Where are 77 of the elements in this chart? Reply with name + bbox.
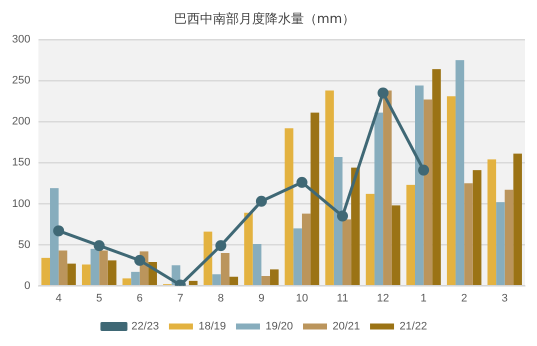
bar [90, 248, 100, 286]
bar [406, 184, 415, 286]
bar [108, 260, 116, 286]
bar [487, 159, 496, 286]
bar [270, 269, 279, 286]
bar [496, 202, 505, 286]
bar [293, 228, 302, 286]
bar [261, 276, 270, 286]
x-tick-label: 6 [136, 292, 143, 304]
point [215, 240, 226, 252]
bar [325, 90, 334, 286]
point [296, 176, 308, 188]
bar [310, 112, 320, 286]
legend-label: 18/19 [198, 320, 226, 333]
y-tick-label: 100 [12, 198, 30, 210]
bar [284, 128, 294, 286]
bar [50, 188, 59, 286]
y-tick-label: 0 [24, 280, 30, 292]
bar [374, 112, 384, 286]
legend-label: 20/21 [332, 320, 360, 333]
bar [58, 250, 68, 286]
bar [188, 280, 198, 286]
x-tick-label: 11 [336, 292, 348, 304]
bar [99, 250, 108, 286]
bar [302, 214, 311, 286]
bar [82, 264, 91, 286]
bar [424, 100, 432, 286]
x-tick-label: 5 [96, 292, 102, 304]
bar [432, 69, 441, 286]
bar [446, 96, 456, 286]
bar [67, 264, 76, 286]
point [134, 254, 146, 266]
point [256, 196, 267, 207]
y-tick-label: 250 [12, 74, 30, 87]
bar [342, 219, 352, 286]
point [94, 240, 105, 252]
legend-label: 21/22 [400, 320, 428, 333]
bar [456, 60, 464, 286]
x-tick-label: 12 [376, 292, 390, 304]
legend-label: 22/23 [131, 320, 159, 333]
x-tick-label: 10 [296, 292, 308, 304]
bar [351, 168, 360, 286]
y-tick-label: 200 [12, 116, 30, 128]
bar [383, 90, 392, 286]
bar [229, 276, 238, 286]
legend-label: 19/20 [265, 320, 294, 333]
x-tick-label: 3 [502, 292, 508, 304]
bar [244, 212, 253, 286]
point [378, 87, 389, 98]
x-tick-label: 2 [461, 292, 468, 304]
y-tick-label: 150 [12, 156, 30, 169]
x-tick-label: 7 [177, 292, 184, 304]
bar [41, 258, 50, 286]
point [53, 225, 64, 236]
y-tick-label: 50 [18, 238, 30, 251]
bar [464, 183, 473, 286]
bar [334, 156, 343, 286]
y-tick-label: 300 [12, 34, 30, 46]
point [418, 164, 430, 176]
x-tick-label: 8 [218, 292, 224, 304]
bar [472, 170, 482, 286]
bar [392, 205, 400, 286]
bar [212, 274, 221, 286]
chart-title: 巴西中南部月度降水量（mm） [174, 11, 356, 28]
bar [504, 190, 514, 286]
bar [513, 154, 522, 286]
bar [252, 244, 262, 286]
bar [220, 252, 230, 286]
bar [122, 278, 132, 286]
bar [131, 272, 140, 286]
x-tick-label: 4 [56, 292, 62, 304]
bar [415, 86, 424, 286]
point [337, 210, 348, 222]
x-tick-label: 1 [420, 292, 427, 304]
x-tick-label: 9 [258, 292, 264, 304]
bar [366, 194, 374, 286]
bar [204, 232, 212, 286]
